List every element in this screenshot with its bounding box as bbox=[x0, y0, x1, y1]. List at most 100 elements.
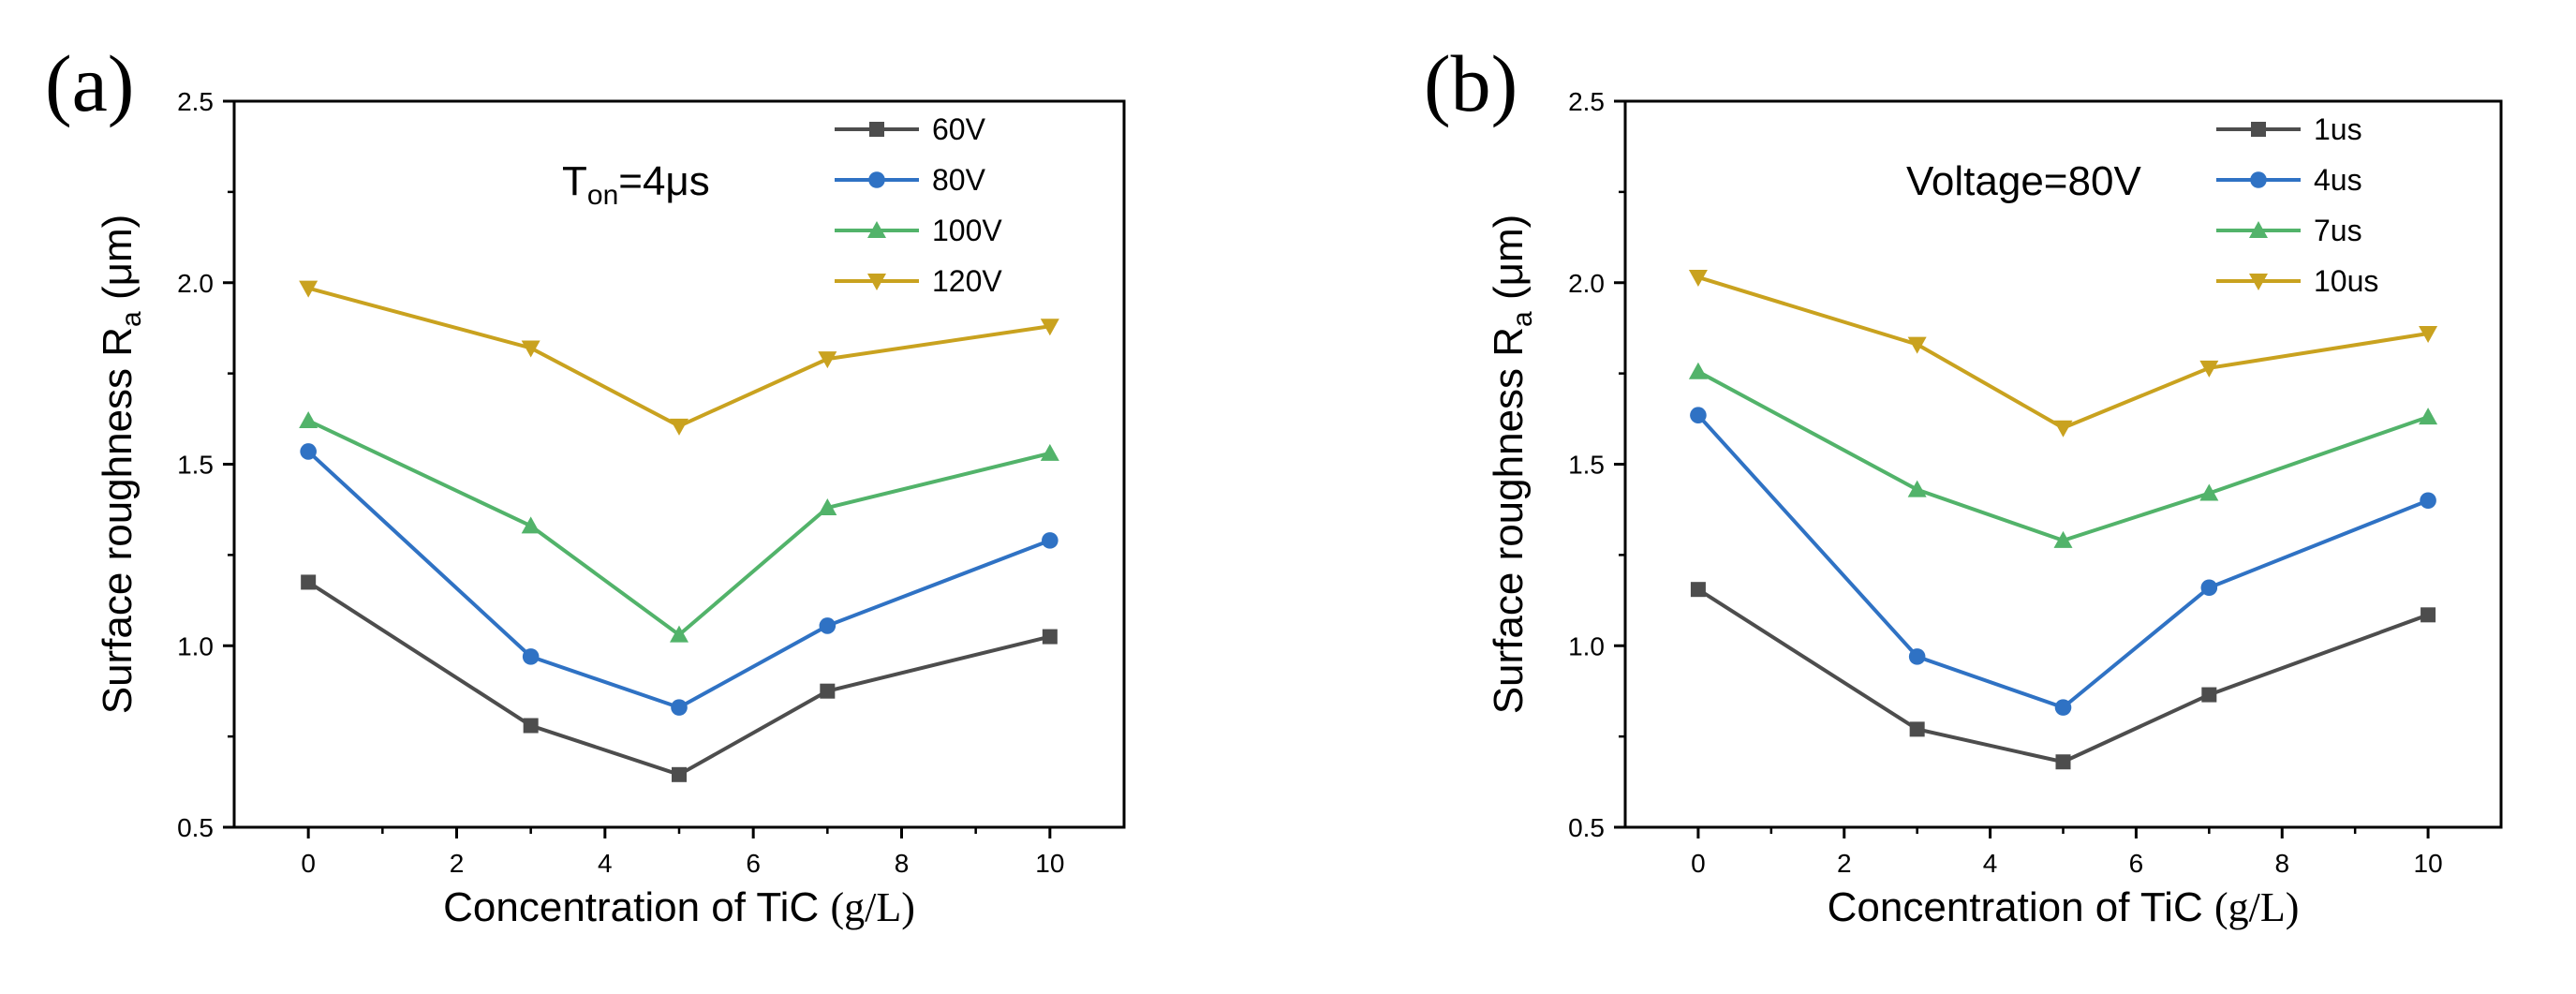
data-point bbox=[521, 340, 540, 358]
data-point bbox=[521, 516, 540, 534]
data-point bbox=[1688, 269, 1708, 287]
data-point bbox=[820, 683, 836, 699]
x-axis-title: Concentration of TiC (g/L) bbox=[1828, 884, 2300, 930]
series-120V bbox=[299, 280, 1059, 436]
x-tick-label: 2 bbox=[450, 849, 465, 878]
x-tick-label: 4 bbox=[1983, 849, 1998, 878]
series-60V bbox=[301, 574, 1058, 782]
series-80V bbox=[300, 443, 1059, 716]
data-point bbox=[2053, 530, 2073, 548]
plot-frame bbox=[232, 99, 1126, 829]
data-point bbox=[1688, 362, 1708, 379]
y-axis-title: Surface roughness Ra (μm) bbox=[95, 215, 147, 715]
series-10us bbox=[1688, 269, 2438, 438]
data-point bbox=[670, 625, 688, 643]
data-point bbox=[2054, 699, 2072, 716]
series-line bbox=[1696, 587, 2429, 764]
legend-entry: 120V bbox=[835, 264, 1002, 298]
data-point bbox=[1909, 721, 1925, 737]
series-7us bbox=[1688, 362, 2438, 548]
series-line bbox=[306, 450, 1051, 710]
y-tick-label: 1.0 bbox=[1568, 631, 1605, 660]
legend-entry: 100V bbox=[835, 214, 1002, 247]
chart-panel-a: (a) 0 2 4 6 8 10 0.5 1.0 1.5 2.0 2.5 Concentration o… bbox=[45, 38, 1126, 930]
series-line bbox=[307, 419, 1051, 638]
legend-marker bbox=[868, 171, 885, 188]
legend-entry: 1us bbox=[2216, 112, 2362, 146]
x-tick-label: 0 bbox=[301, 849, 316, 878]
y-tick-label: 2.0 bbox=[1568, 269, 1605, 298]
data-point bbox=[1042, 532, 1059, 549]
x-tick-label: 4 bbox=[598, 849, 613, 878]
data-point bbox=[1040, 443, 1059, 461]
legend-entry: 7us bbox=[2216, 214, 2362, 247]
legend-label: 1us bbox=[2314, 112, 2362, 146]
data-point bbox=[301, 574, 317, 590]
condition-annotation: Ton=4μs bbox=[562, 158, 710, 211]
legend-entry: 4us bbox=[2216, 163, 2362, 197]
data-point bbox=[1040, 319, 1059, 336]
data-point bbox=[2199, 360, 2219, 378]
condition-annotation: Voltage=80V bbox=[1906, 158, 2141, 204]
legend-label: 120V bbox=[932, 264, 1002, 298]
series-line bbox=[1696, 369, 2429, 542]
data-point bbox=[299, 411, 318, 428]
data-point bbox=[818, 498, 837, 515]
legend-label: 10us bbox=[2314, 264, 2378, 298]
series-line bbox=[1696, 413, 2429, 710]
legend-marker bbox=[867, 274, 886, 290]
y-axis-title: Surface roughness Ra (μm) bbox=[1486, 215, 1538, 715]
data-point bbox=[2053, 420, 2073, 438]
y-tick-label: 2.0 bbox=[177, 269, 214, 298]
series-line bbox=[1697, 275, 2429, 430]
data-point bbox=[2055, 754, 2071, 770]
data-point bbox=[1042, 629, 1058, 645]
x-axis-title: Concentration of TiC (g/L) bbox=[443, 884, 915, 930]
y-tick-label: 1.5 bbox=[177, 451, 214, 480]
data-point bbox=[1690, 582, 1706, 598]
data-point bbox=[2200, 579, 2218, 597]
y-tick-label: 2.5 bbox=[1568, 87, 1605, 116]
data-point bbox=[522, 648, 540, 665]
legend-marker bbox=[2250, 171, 2267, 188]
data-point bbox=[1908, 648, 1926, 665]
panel-label: (a) bbox=[45, 38, 134, 128]
x-tick-label: 6 bbox=[2129, 849, 2144, 878]
legend-label: 100V bbox=[932, 214, 1002, 247]
x-tick-label: 8 bbox=[2274, 849, 2289, 878]
series-line bbox=[307, 580, 1051, 777]
legend-marker bbox=[869, 122, 884, 137]
legend-entry: 60V bbox=[835, 112, 986, 146]
legend-label: 80V bbox=[932, 163, 986, 197]
x-tick-label: 10 bbox=[1035, 849, 1064, 878]
chart-panel-b: (b) 0 2 4 6 8 10 0.5 1.0 1.5 2.0 2.5 Concentration o… bbox=[1424, 38, 2503, 930]
data-point bbox=[1690, 407, 1707, 423]
legend-marker bbox=[867, 221, 886, 238]
legend-entry: 10us bbox=[2216, 264, 2378, 298]
series-line bbox=[307, 286, 1051, 429]
y-tick-label: 2.5 bbox=[177, 87, 214, 116]
x-tick-label: 6 bbox=[746, 849, 761, 878]
x-tick-label: 2 bbox=[1837, 849, 1852, 878]
legend-marker bbox=[2249, 221, 2268, 238]
data-point bbox=[300, 443, 317, 460]
data-point bbox=[819, 617, 836, 634]
series-100V bbox=[299, 411, 1059, 643]
data-point bbox=[2199, 483, 2219, 501]
legend-label: 7us bbox=[2314, 214, 2362, 247]
data-point bbox=[2420, 492, 2436, 510]
data-point bbox=[299, 280, 318, 298]
data-point bbox=[1907, 480, 1927, 497]
y-tick-label: 1.5 bbox=[1568, 451, 1605, 480]
data-point bbox=[818, 351, 837, 369]
x-tick-label: 0 bbox=[1691, 849, 1706, 878]
legend-label: 4us bbox=[2314, 163, 2362, 197]
x-tick-label: 8 bbox=[895, 849, 910, 878]
legend-entry: 80V bbox=[835, 163, 986, 197]
legend-marker bbox=[2251, 122, 2266, 137]
y-tick-label: 1.0 bbox=[177, 631, 214, 660]
y-tick-label: 0.5 bbox=[177, 813, 214, 842]
data-point bbox=[670, 418, 688, 436]
plot-frame bbox=[1623, 99, 2503, 829]
